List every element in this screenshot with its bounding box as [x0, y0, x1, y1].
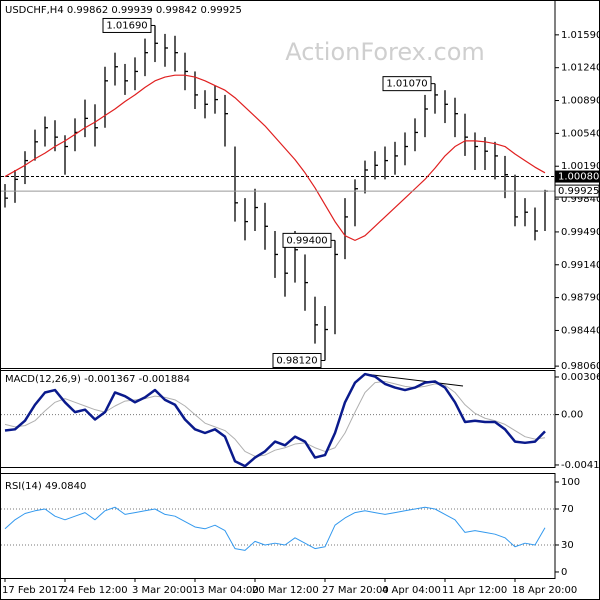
- y-tick-label: 0.99840: [561, 194, 600, 205]
- annotation-label: 1.01070: [386, 79, 427, 90]
- rsi-panel: [0, 473, 556, 579]
- y-tick-label: 100: [561, 477, 580, 488]
- macd-trendline: [364, 373, 464, 387]
- y-tick-label: 0.98440: [561, 325, 600, 336]
- last-price-label: 0.99925: [558, 186, 599, 197]
- x-tick-label: 17 Feb 2017: [2, 585, 64, 596]
- y-tick-label: 0.99490: [561, 227, 600, 238]
- x-tick-label: 3 Mar 20:00: [132, 585, 192, 596]
- y-tick-label: 1.01590: [561, 30, 600, 41]
- x-tick-label: 27 Mar 20:00: [322, 585, 389, 596]
- level-label-box: [555, 170, 599, 183]
- x-tick-label: 20 Mar 12:00: [252, 585, 319, 596]
- y-tick-label: 0: [561, 567, 567, 578]
- indicator-line: [4, 506, 546, 551]
- macd-panel: [0, 370, 556, 468]
- x-tick-label: 4 Apr 04:00: [382, 585, 441, 596]
- indicator-line: [4, 380, 546, 457]
- annotation-box: [382, 76, 432, 92]
- y-tick-label: 1.00190: [561, 161, 600, 172]
- x-tick-label: 24 Feb 12:00: [62, 585, 128, 596]
- x-tick-label: 13 Mar 04:00: [192, 585, 259, 596]
- annotation-label: 0.98120: [276, 355, 317, 366]
- last-price-box: [554, 184, 600, 198]
- y-tick-label: 0.98060: [561, 361, 600, 372]
- price-title: USDCHF,H4 0.99862 0.99939 0.99842 0.9992…: [5, 5, 242, 16]
- y-tick-label: 70: [561, 504, 574, 515]
- indicator-line: [4, 372, 546, 468]
- indicator-line: [4, 74, 546, 241]
- y-tick-label: -0.004104: [561, 460, 600, 471]
- y-tick-label: 0.00: [561, 410, 583, 421]
- y-tick-label: 1.00890: [561, 96, 600, 107]
- watermark: ActionForex.com: [285, 38, 485, 66]
- annotation-box: [282, 232, 332, 248]
- annotation-box: [102, 17, 152, 33]
- level-label: 1.00080: [558, 172, 599, 183]
- y-tick-label: 0.99140: [561, 260, 600, 271]
- annotation-label: 0.99400: [286, 235, 327, 246]
- x-tick-label: 11 Apr 12:00: [442, 585, 507, 596]
- y-tick-label: 30: [561, 540, 574, 551]
- rsi-title: RSI(14) 49.0840: [5, 481, 86, 492]
- x-tick-label: 18 Apr 20:00: [512, 585, 577, 596]
- y-tick-label: 0.003063: [561, 372, 600, 383]
- y-tick-label: 1.00540: [561, 128, 600, 139]
- macd-title: MACD(12,26,9) -0.001367 -0.001884: [5, 374, 190, 385]
- y-tick-label: 0.98790: [561, 293, 600, 304]
- annotation-label: 1.01690: [106, 20, 147, 31]
- annotation-box: [272, 352, 322, 368]
- y-tick-label: 1.01240: [561, 63, 600, 74]
- price-panel: [0, 0, 556, 369]
